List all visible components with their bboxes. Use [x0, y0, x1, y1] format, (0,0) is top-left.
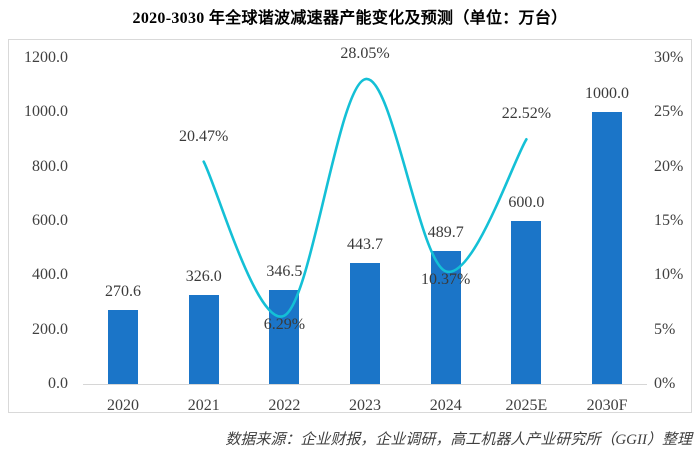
y-axis-tick-right: 30% — [654, 49, 684, 66]
y-axis-tick-right: 0% — [654, 375, 676, 392]
bar-value-label: 326.0 — [185, 268, 222, 286]
bar-2020 — [108, 310, 139, 384]
y-axis-tick-left: 1000.0 — [24, 103, 68, 121]
y-axis-tick-right: 5% — [654, 320, 676, 338]
bar-value-label: 346.5 — [266, 262, 303, 280]
y-axis-tick-left: 0.0 — [48, 375, 68, 392]
line-value-label: 20.47% — [179, 127, 229, 145]
line-value-label: 22.52% — [501, 105, 552, 123]
y-axis-tick-right: 20% — [654, 157, 684, 175]
plot-frame: 1200.0 1000.0 800.0 600.0 400.0 200.0 0.0 30% 25… — [8, 39, 692, 414]
x-axis-label-2025E: 2025E — [505, 397, 548, 414]
line-value-label: 6.29% — [263, 315, 306, 333]
x-axis-line — [82, 384, 648, 385]
growth-rate-path — [202, 77, 528, 318]
line-value-label: 28.05% — [340, 45, 390, 63]
chart-title: 2020-3030 年全球谐波减速器产能变化及预测（单位：万台） — [132, 10, 568, 27]
y-axis-tick-left: 800.0 — [32, 157, 68, 175]
bar-2024 — [430, 250, 461, 384]
x-axis-label-2024: 2024 — [429, 397, 462, 414]
bar-2023 — [350, 263, 381, 384]
x-axis-label-2022: 2022 — [268, 397, 301, 414]
y-axis-tick-right: 15% — [654, 212, 684, 229]
x-axis-label-2021: 2021 — [187, 397, 220, 414]
x-axis-label-2020: 2020 — [107, 397, 140, 414]
bar-2030F — [592, 112, 623, 384]
x-axis-label-2023: 2023 — [349, 397, 382, 414]
y-axis-tick-right: 25% — [654, 103, 684, 121]
bar-2021 — [188, 295, 219, 384]
line-value-label: 10.37% — [421, 271, 471, 289]
y-axis-tick-left: 600.0 — [32, 212, 68, 229]
y-axis-tick-left: 1200.0 — [24, 49, 68, 66]
y-axis-tick-right: 10% — [654, 266, 684, 284]
bar-value-label: 489.7 — [427, 223, 464, 241]
x-axis-label-2030F: 2030F — [586, 397, 628, 414]
y-axis-tick-left: 200.0 — [32, 320, 68, 338]
bar-2022 — [269, 289, 300, 384]
bar-value-label: 443.7 — [347, 236, 384, 254]
y-axis-tick-left: 400.0 — [32, 266, 68, 284]
bar-value-label: 1000.0 — [585, 85, 630, 103]
bar-value-label: 600.0 — [508, 194, 545, 211]
bar-value-label: 270.6 — [105, 283, 142, 301]
growth-rate-line — [202, 77, 528, 318]
bar-2025E — [511, 221, 542, 384]
source-note: 数据来源：企业财报，企业调研，高工机器人产业研究所（GGII）整理 — [225, 432, 692, 448]
